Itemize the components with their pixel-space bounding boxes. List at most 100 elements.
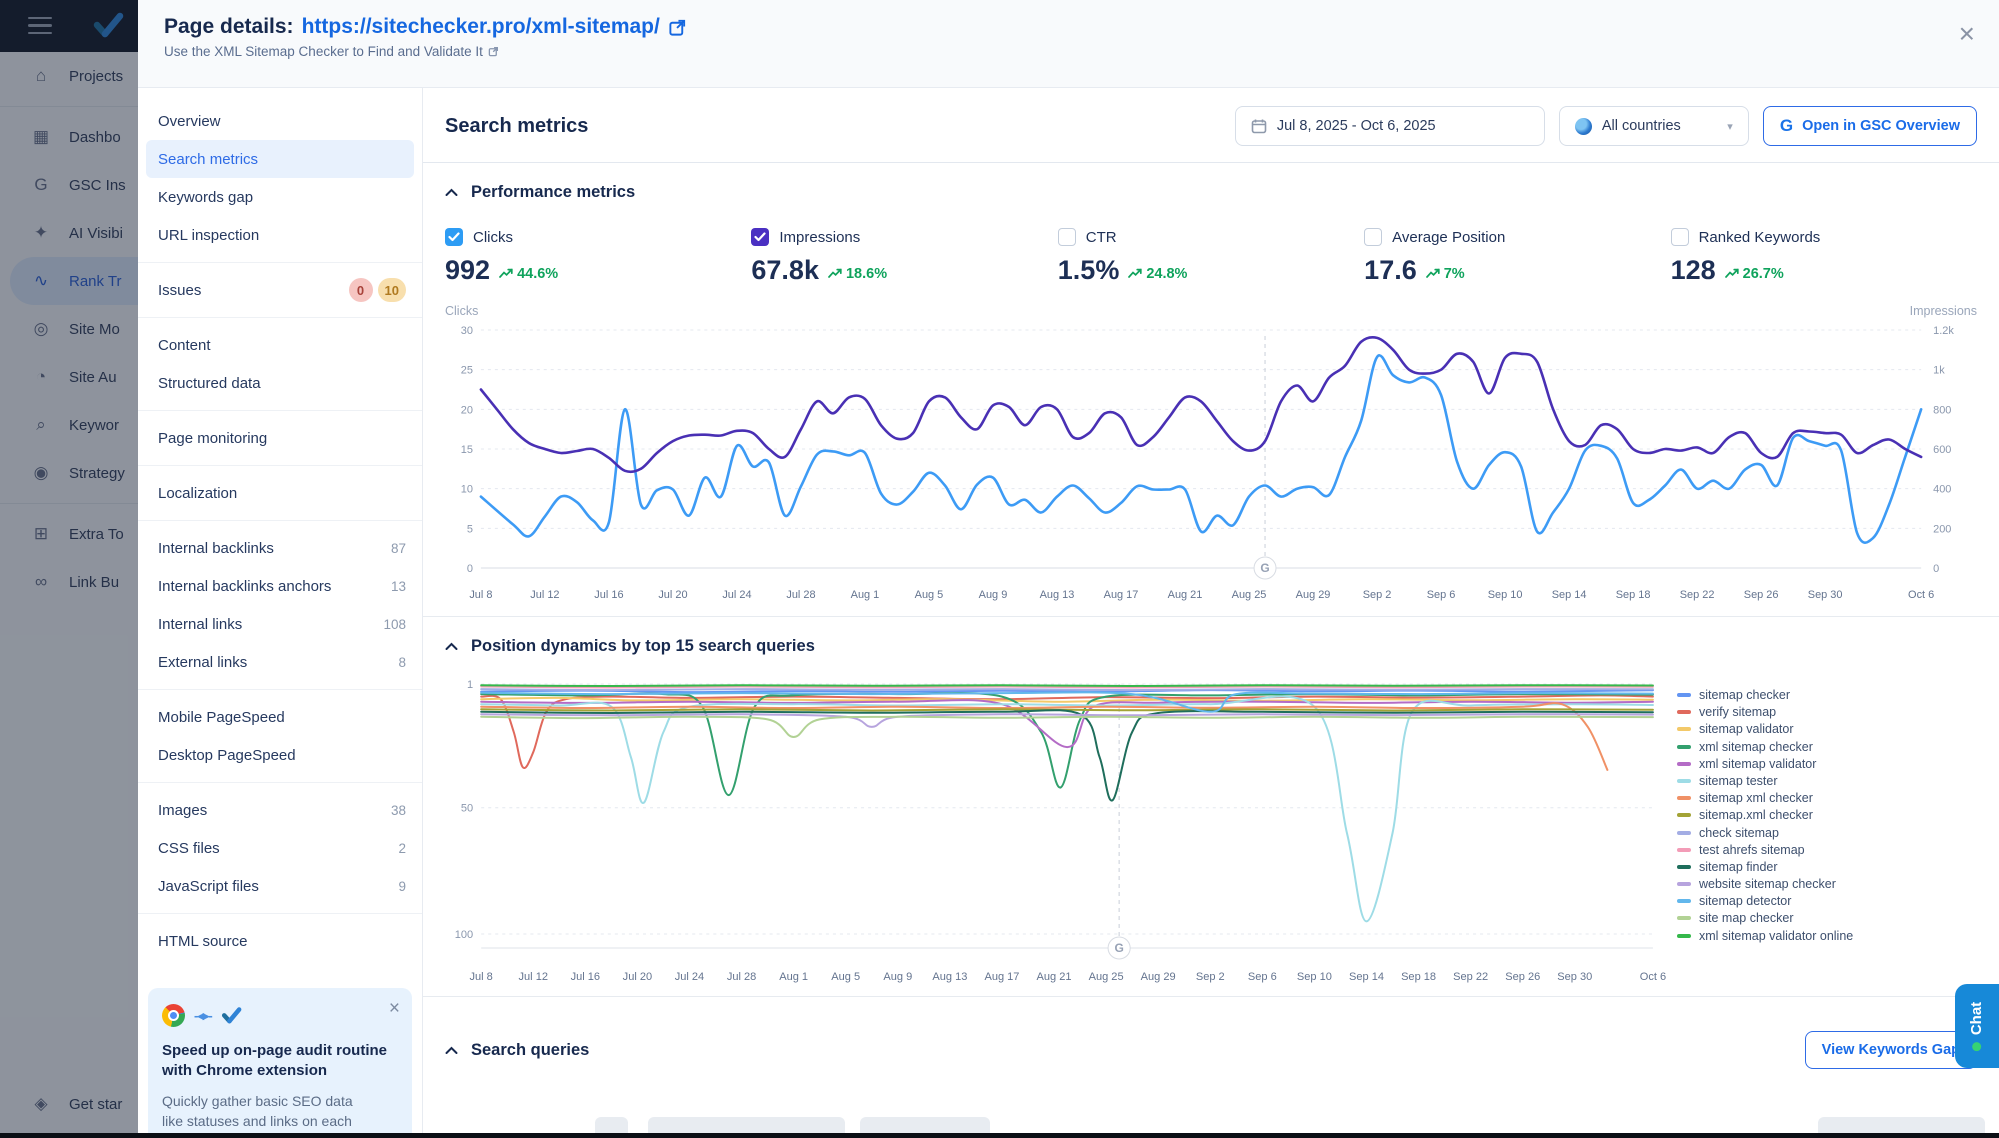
legend-item-site-map-checker[interactable]: site map checker bbox=[1677, 911, 1977, 925]
legend-swatch bbox=[1677, 934, 1691, 938]
svg-text:25: 25 bbox=[461, 365, 473, 377]
online-status-dot bbox=[1973, 1042, 1982, 1051]
menu-item-external-links[interactable]: External links8 bbox=[138, 643, 422, 681]
svg-text:30: 30 bbox=[461, 325, 473, 337]
menu-item-issues[interactable]: Issues010 bbox=[138, 271, 422, 309]
collapse-chevron-icon[interactable] bbox=[445, 188, 458, 197]
svg-text:Aug 1: Aug 1 bbox=[779, 971, 808, 983]
menu-item-internal-backlinks-anchors[interactable]: Internal backlinks anchors13 bbox=[138, 567, 422, 605]
menu-item-overview[interactable]: Overview bbox=[138, 102, 422, 140]
menu-item-mobile-pagespeed[interactable]: Mobile PageSpeed bbox=[138, 698, 422, 736]
open-gsc-button[interactable]: G Open in GSC Overview bbox=[1763, 106, 1977, 146]
legend-item-verify-sitemap[interactable]: verify sitemap bbox=[1677, 705, 1977, 719]
menu-item-url-inspection[interactable]: URL inspection bbox=[138, 216, 422, 254]
legend-swatch bbox=[1677, 745, 1691, 749]
view-keywords-gap-button[interactable]: View Keywords Gap bbox=[1805, 1031, 1977, 1069]
legend-label: xml sitemap checker bbox=[1699, 740, 1813, 754]
chart-legend: sitemap checker verify sitemap sitemap val… bbox=[1677, 666, 1977, 986]
svg-text:Sep 22: Sep 22 bbox=[1453, 971, 1488, 983]
metric-checkbox[interactable] bbox=[1364, 228, 1382, 246]
svg-text:200: 200 bbox=[1933, 523, 1951, 535]
metric-value: 67.8k bbox=[751, 255, 819, 286]
legend-item-sitemap-tester[interactable]: sitemap tester bbox=[1677, 774, 1977, 788]
svg-text:Aug 21: Aug 21 bbox=[1168, 589, 1203, 601]
svg-text:0: 0 bbox=[1933, 563, 1939, 575]
menu-item-localization[interactable]: Localization bbox=[138, 474, 422, 512]
menu-divider bbox=[138, 689, 422, 690]
metric-checkbox[interactable] bbox=[751, 228, 769, 246]
legend-swatch bbox=[1677, 796, 1691, 800]
promo-body: Quickly gather basic SEO data like statu… bbox=[162, 1091, 398, 1132]
legend-swatch bbox=[1677, 865, 1691, 869]
external-link-icon[interactable] bbox=[668, 18, 687, 37]
menu-item-search-metrics[interactable]: Search metrics bbox=[146, 140, 414, 178]
svg-text:Sep 22: Sep 22 bbox=[1680, 589, 1715, 601]
collapse-chevron-icon[interactable] bbox=[445, 642, 458, 651]
page-subtitle: Use the XML Sitemap Checker to Find and … bbox=[164, 44, 1973, 59]
legend-item-check-sitemap[interactable]: check sitemap bbox=[1677, 826, 1977, 840]
menu-divider bbox=[138, 465, 422, 466]
legend-item-sitemap-finder[interactable]: sitemap finder bbox=[1677, 860, 1977, 874]
metric-checkbox[interactable] bbox=[1058, 228, 1076, 246]
metric-checkbox[interactable] bbox=[445, 228, 463, 246]
menu-item-structured-data[interactable]: Structured data bbox=[138, 364, 422, 402]
svg-text:Jul 8: Jul 8 bbox=[469, 589, 492, 601]
legend-item-website-sitemap-checker[interactable]: website sitemap checker bbox=[1677, 877, 1977, 891]
legend-swatch bbox=[1677, 727, 1691, 731]
menu-item-javascript-files[interactable]: JavaScript files9 bbox=[138, 867, 422, 905]
legend-item-sitemap-validator[interactable]: sitemap validator bbox=[1677, 722, 1977, 736]
menu-item-label: Search metrics bbox=[158, 151, 258, 168]
legend-item-xml-sitemap-validator[interactable]: xml sitemap validator bbox=[1677, 757, 1977, 771]
page-url-link[interactable]: https://sitechecker.pro/xml-sitemap/ bbox=[302, 15, 660, 39]
menu-item-page-monitoring[interactable]: Page monitoring bbox=[138, 419, 422, 457]
svg-text:Aug 5: Aug 5 bbox=[915, 589, 944, 601]
position-dynamics-chart: 150100Jul 8Jul 12Jul 16Jul 20Jul 24Jul 2… bbox=[445, 666, 1667, 986]
metric-value: 17.6 bbox=[1364, 255, 1417, 286]
svg-text:Sep 10: Sep 10 bbox=[1488, 589, 1523, 601]
legend-label: test ahrefs sitemap bbox=[1699, 843, 1805, 857]
menu-item-internal-backlinks[interactable]: Internal backlinks87 bbox=[138, 529, 422, 567]
legend-item-sitemap-checker[interactable]: sitemap checker bbox=[1677, 688, 1977, 702]
svg-text:Jul 8: Jul 8 bbox=[470, 971, 493, 983]
page-details-modal: Page details: https://sitechecker.pro/xm… bbox=[138, 0, 1999, 1138]
legend-item-sitemap-detector[interactable]: sitemap detector bbox=[1677, 894, 1977, 908]
menu-item-count: 38 bbox=[391, 803, 406, 818]
country-select[interactable]: All countries ▾ bbox=[1559, 106, 1749, 146]
svg-text:Jul 16: Jul 16 bbox=[571, 971, 600, 983]
promo-close-icon[interactable]: × bbox=[389, 998, 400, 1020]
menu-item-desktop-pagespeed[interactable]: Desktop PageSpeed bbox=[138, 736, 422, 774]
legend-label: xml sitemap validator online bbox=[1699, 929, 1853, 943]
external-link-small-icon bbox=[488, 46, 499, 57]
modal-header: Page details: https://sitechecker.pro/xm… bbox=[138, 0, 1999, 88]
legend-item-xml-sitemap-checker[interactable]: xml sitemap checker bbox=[1677, 740, 1977, 754]
svg-text:Sep 6: Sep 6 bbox=[1427, 589, 1456, 601]
date-range-picker[interactable]: Jul 8, 2025 - Oct 6, 2025 bbox=[1235, 106, 1545, 146]
chat-button[interactable]: Chat bbox=[1955, 984, 1999, 1068]
metric-average-position: Average Position17.67% bbox=[1364, 228, 1670, 286]
issues-badge-orange: 10 bbox=[378, 278, 406, 302]
legend-item-test-ahrefs-sitemap[interactable]: test ahrefs sitemap bbox=[1677, 843, 1977, 857]
close-icon[interactable]: × bbox=[1959, 20, 1975, 48]
metric-label: Ranked Keywords bbox=[1699, 229, 1821, 246]
legend-swatch bbox=[1677, 762, 1691, 766]
menu-item-content[interactable]: Content bbox=[138, 326, 422, 364]
promo-title: Speed up on-page audit routine with Chro… bbox=[162, 1041, 398, 1082]
menu-item-label: Internal backlinks bbox=[158, 540, 274, 557]
menu-item-label: Desktop PageSpeed bbox=[158, 747, 296, 764]
menu-item-css-files[interactable]: CSS files2 bbox=[138, 829, 422, 867]
menu-item-keywords-gap[interactable]: Keywords gap bbox=[138, 178, 422, 216]
metric-trend: 18.6% bbox=[828, 266, 887, 282]
legend-item-sitemap-xml-checker[interactable]: sitemap xml checker bbox=[1677, 791, 1977, 805]
legend-item-sitemap-xml-checker[interactable]: sitemap.xml checker bbox=[1677, 808, 1977, 822]
collapse-chevron-icon[interactable] bbox=[445, 1046, 458, 1055]
metric-trend: 7% bbox=[1426, 266, 1465, 282]
menu-item-html-source[interactable]: HTML source bbox=[138, 922, 422, 960]
legend-item-xml-sitemap-validator-online[interactable]: xml sitemap validator online bbox=[1677, 929, 1977, 943]
svg-text:Sep 2: Sep 2 bbox=[1363, 589, 1392, 601]
legend-label: verify sitemap bbox=[1699, 705, 1776, 719]
svg-text:Aug 29: Aug 29 bbox=[1296, 589, 1331, 601]
menu-item-count: 9 bbox=[398, 879, 406, 894]
metric-checkbox[interactable] bbox=[1671, 228, 1689, 246]
menu-item-internal-links[interactable]: Internal links108 bbox=[138, 605, 422, 643]
menu-item-images[interactable]: Images38 bbox=[138, 791, 422, 829]
